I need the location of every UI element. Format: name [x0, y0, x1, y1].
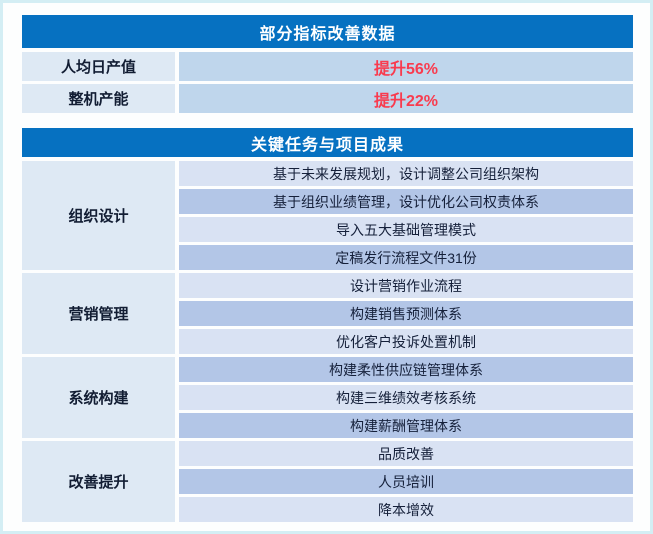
metric-value-daily-output: 提升56%: [179, 52, 633, 81]
task-item: 品质改善: [179, 441, 633, 466]
task-item-list: 基于未来发展规划，设计调整公司组织架构 基于组织业绩管理，设计优化公司权责体系 导入…: [179, 161, 633, 270]
task-group: 营销管理 设计营销作业流程 构建销售预测体系 优化客户投诉处置机制: [22, 273, 633, 354]
task-category-label: 改善提升: [22, 441, 175, 522]
task-item: 构建三维绩效考核系统: [179, 385, 633, 410]
task-item: 降本增效: [179, 497, 633, 522]
task-item: 构建柔性供应链管理体系: [179, 357, 633, 382]
task-item-list: 构建柔性供应链管理体系 构建三维绩效考核系统 构建薪酬管理体系: [179, 357, 633, 438]
task-item: 设计营销作业流程: [179, 273, 633, 298]
metric-value-machine-capacity: 提升22%: [179, 84, 633, 113]
task-group: 改善提升 品质改善人员培训降本增效: [22, 441, 633, 522]
task-item-list: 设计营销作业流程 构建销售预测体系 优化客户投诉处置机制: [179, 273, 633, 354]
task-item: 优化客户投诉处置机制: [179, 329, 633, 354]
task-category-label: 营销管理: [22, 273, 175, 354]
task-item: 基于组织业绩管理，设计优化公司权责体系: [179, 189, 633, 214]
task-item: 导入五大基础管理模式: [179, 217, 633, 242]
task-item: 构建销售预测体系: [179, 301, 633, 326]
task-item: 基于未来发展规划，设计调整公司组织架构: [179, 161, 633, 186]
task-item-list: 品质改善人员培训降本增效: [179, 441, 633, 522]
task-item: 人员培训: [179, 469, 633, 494]
metrics-table-body: 人均日产值 提升56% 整机产能 提升22%: [22, 52, 633, 113]
task-item: 定稿发行流程文件31份: [179, 245, 633, 270]
task-category-label: 组织设计: [22, 161, 175, 270]
metric-label-daily-output: 人均日产值: [22, 52, 175, 81]
tasks-groups: 组织设计 基于未来发展规划，设计调整公司组织架构 基于组织业绩管理，设计优化公司权责…: [22, 161, 633, 522]
tasks-table: 关键任务与项目成果 组织设计 基于未来发展规划，设计调整公司组织架构 基于组织业绩管…: [22, 128, 633, 522]
metric-label-machine-capacity: 整机产能: [22, 84, 175, 113]
task-category-label: 系统构建: [22, 357, 175, 438]
tasks-table-title: 关键任务与项目成果: [22, 128, 633, 157]
metrics-table-title: 部分指标改善数据: [22, 15, 633, 48]
metrics-table: 部分指标改善数据 人均日产值 提升56% 整机产能 提升22%: [22, 15, 633, 113]
task-item: 构建薪酬管理体系: [179, 413, 633, 438]
task-group: 组织设计 基于未来发展规划，设计调整公司组织架构 基于组织业绩管理，设计优化公司权责…: [22, 161, 633, 270]
task-group: 系统构建 构建柔性供应链管理体系 构建三维绩效考核系统 构建薪酬管理体系: [22, 357, 633, 438]
